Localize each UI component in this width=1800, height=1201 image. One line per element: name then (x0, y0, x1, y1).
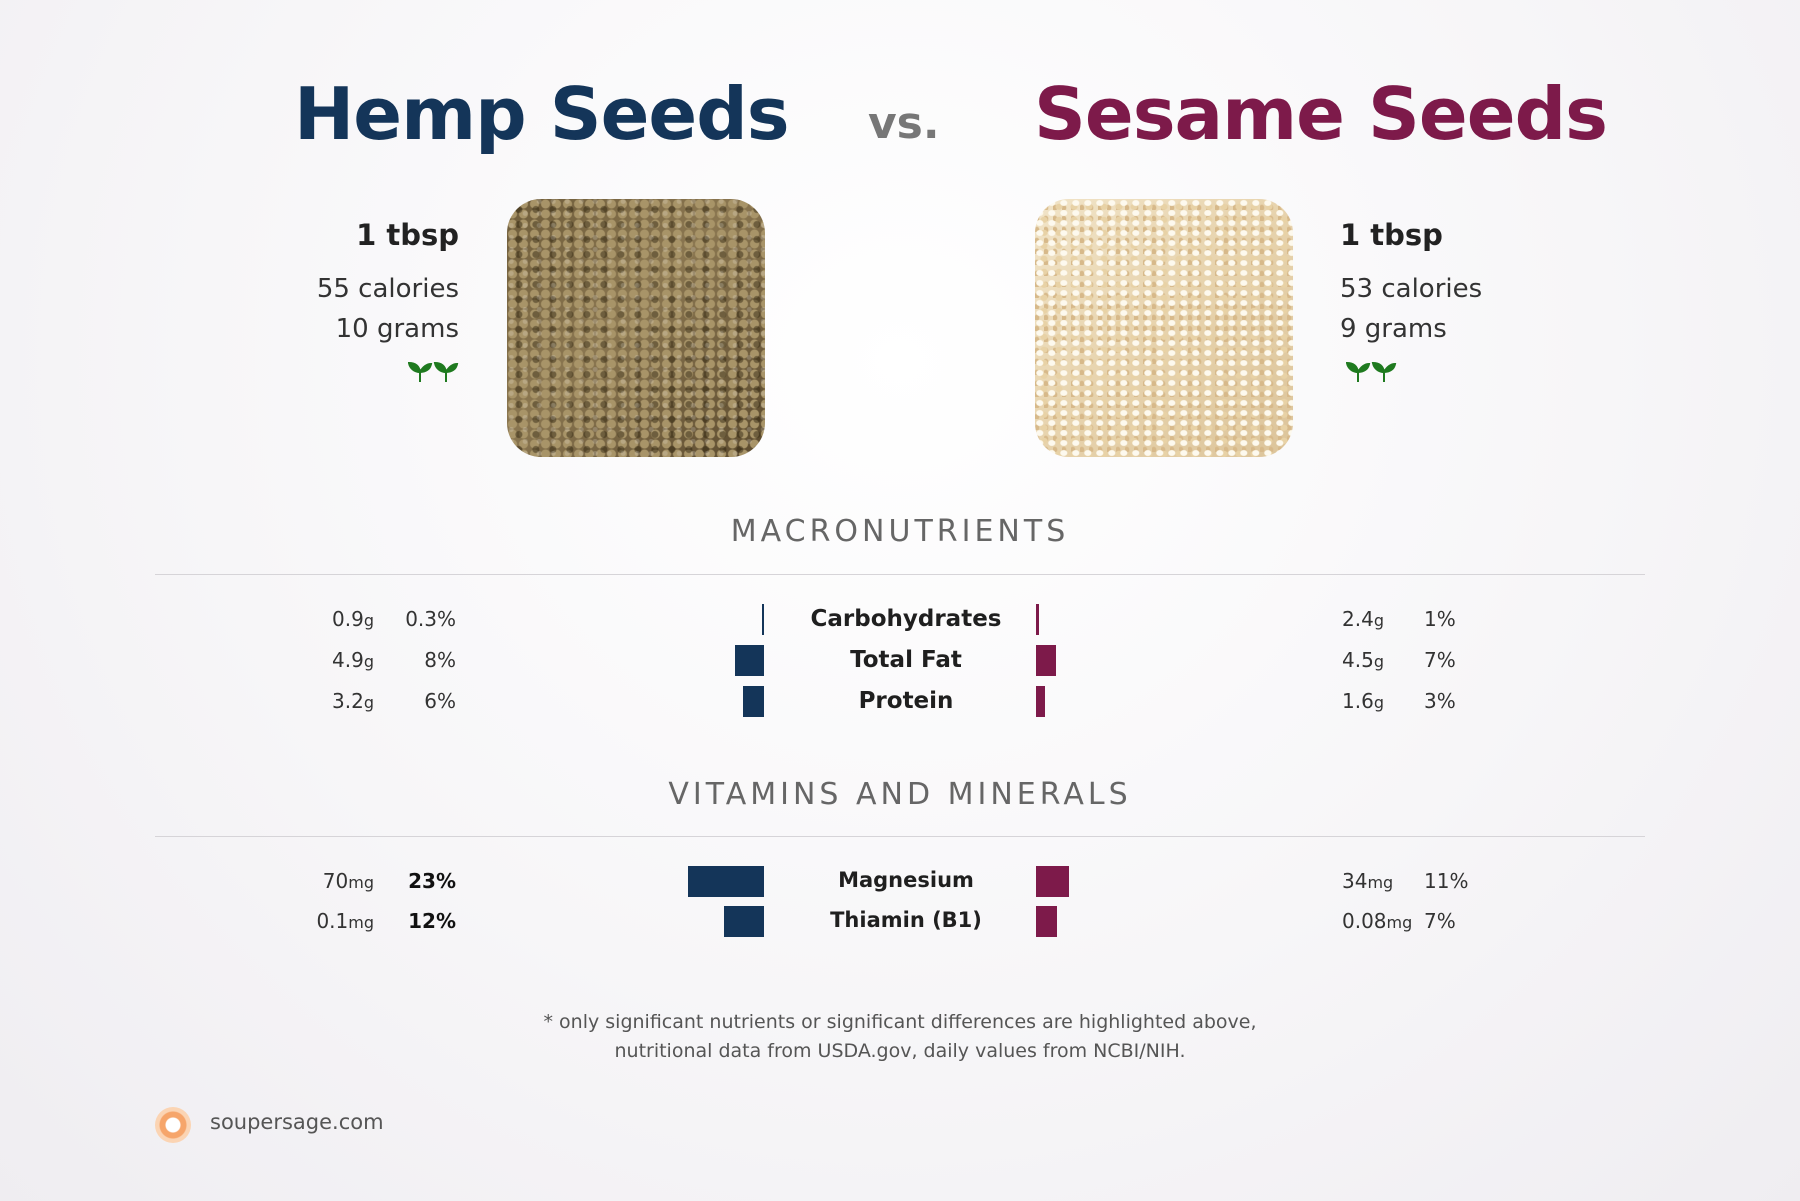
right-amount-thiamin-b1: 0.08mg (1342, 909, 1413, 933)
left-amount-total-fat: 4.9g (332, 648, 374, 672)
left-amount-magnesium: 70mg (322, 869, 374, 893)
vs-label: vs. (868, 98, 940, 149)
right-sprout-icons (1345, 360, 1398, 388)
right-bar-protein (1036, 686, 1045, 717)
category-label-thiamin-b1: Thiamin (B1) (830, 908, 982, 932)
footnote-line-2: nutritional data from USDA.gov, daily va… (614, 1040, 1186, 1062)
right-grams: 9 grams (1340, 314, 1447, 344)
sprout-icon (407, 361, 459, 382)
left-amount-carbohydrates: 0.9g (332, 607, 374, 631)
right-pct-magnesium: 11% (1424, 869, 1469, 893)
category-label-magnesium: Magnesium (838, 868, 974, 892)
soupersage-logo-icon (155, 1107, 191, 1143)
right-amount-protein: 1.6g (1342, 689, 1384, 713)
macronutrients-heading: MACRONUTRIENTS (730, 514, 1070, 549)
left-bar-thiamin-b1 (724, 906, 764, 937)
category-label-protein: Protein (858, 688, 954, 714)
right-pct-carbohydrates: 1% (1424, 607, 1456, 631)
left-bar-total-fat (735, 645, 764, 676)
right-unit-thiamin-b1: mg (1386, 913, 1413, 932)
left-serving: 1 tbsp (356, 218, 459, 252)
right-food-title: Sesame Seeds (1034, 72, 1608, 156)
right-pct-protein: 3% (1424, 689, 1456, 713)
right-pct-total-fat: 7% (1424, 648, 1456, 672)
left-calories: 55 calories (316, 274, 459, 304)
left-unit-total-fat: g (363, 652, 374, 671)
right-pct-thiamin-b1: 7% (1424, 909, 1456, 933)
left-grams: 10 grams (335, 314, 459, 344)
left-unit-thiamin-b1: mg (348, 913, 374, 932)
hemp-seeds-photo (507, 199, 765, 457)
category-label-carbohydrates: Carbohydrates (810, 606, 1002, 632)
right-bar-magnesium (1036, 866, 1070, 897)
left-pct-magnesium: 23% (408, 869, 456, 893)
left-sprout-icons (407, 360, 460, 388)
left-unit-carbohydrates: g (363, 611, 374, 630)
right-unit-carbohydrates: g (1373, 611, 1384, 630)
right-bar-thiamin-b1 (1036, 906, 1058, 937)
left-bar-magnesium (688, 866, 764, 897)
left-pct-total-fat: 8% (424, 648, 456, 672)
left-bar-protein (742, 686, 764, 717)
left-unit-magnesium: mg (348, 873, 374, 892)
vitamins-divider (155, 836, 1645, 837)
right-amount-magnesium: 34mg (1342, 869, 1394, 893)
right-bar-carbohydrates (1036, 604, 1039, 635)
left-unit-protein: g (363, 693, 374, 712)
left-amount-protein: 3.2g (332, 689, 374, 713)
footnote-line-1: * only significant nutrients or signific… (543, 1011, 1257, 1033)
footer-site-link[interactable]: soupersage.com (210, 1110, 384, 1134)
right-bar-total-fat (1036, 645, 1057, 676)
right-unit-magnesium: mg (1367, 873, 1394, 892)
right-serving: 1 tbsp (1340, 218, 1443, 252)
left-amount-thiamin-b1: 0.1mg (316, 909, 374, 933)
right-unit-total-fat: g (1373, 652, 1384, 671)
right-unit-protein: g (1373, 693, 1384, 712)
sesame-seeds-photo (1035, 199, 1293, 457)
macronutrients-divider (155, 574, 1645, 575)
left-pct-protein: 6% (424, 689, 456, 713)
vitamins-heading: VITAMINS AND MINERALS (668, 777, 1132, 812)
right-amount-carbohydrates: 2.4g (1342, 607, 1384, 631)
right-calories: 53 calories (1340, 274, 1483, 304)
left-pct-carbohydrates: 0.3% (405, 607, 456, 631)
sprout-icon (1345, 361, 1397, 382)
category-label-total-fat: Total Fat (850, 647, 962, 673)
left-pct-thiamin-b1: 12% (408, 909, 456, 933)
left-bar-carbohydrates (762, 604, 764, 635)
right-amount-total-fat: 4.5g (1342, 648, 1384, 672)
left-food-title: Hemp Seeds (294, 72, 790, 156)
